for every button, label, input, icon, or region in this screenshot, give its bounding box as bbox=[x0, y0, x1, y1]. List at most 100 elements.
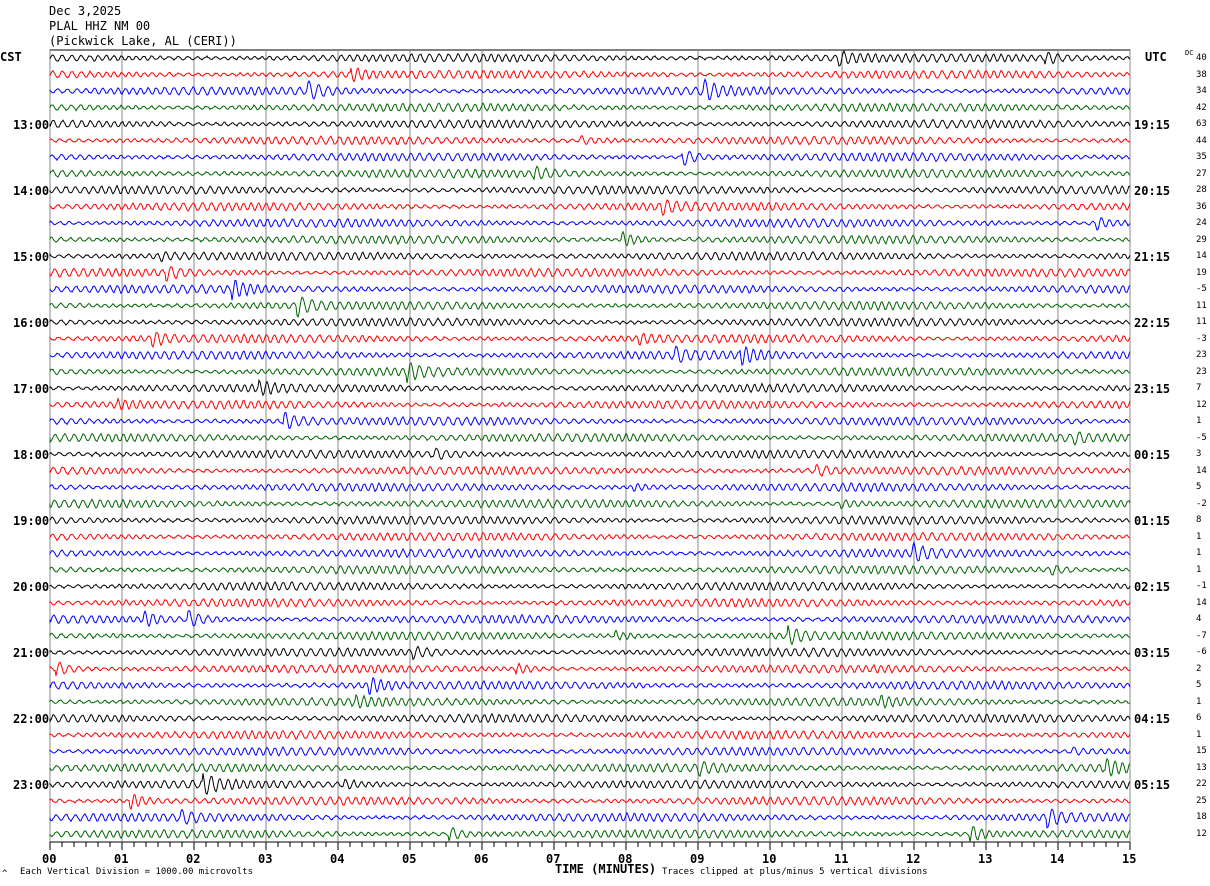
trace-row-25 bbox=[49, 463, 1131, 478]
trace-row-20 bbox=[49, 378, 1131, 397]
trace-row-46 bbox=[49, 808, 1131, 829]
x-tick-label: 08 bbox=[618, 852, 633, 866]
trace-row-43 bbox=[49, 757, 1131, 778]
trace-row-34 bbox=[49, 609, 1131, 628]
trace-row-39 bbox=[49, 693, 1131, 709]
dc-offset: 42 bbox=[1196, 102, 1207, 113]
x-tick-label: 11 bbox=[834, 852, 849, 866]
trace-row-13 bbox=[49, 266, 1131, 282]
dc-offset: 35 bbox=[1196, 152, 1207, 163]
trace-row-9 bbox=[49, 199, 1131, 217]
x-tick-label: 00 bbox=[42, 852, 57, 866]
dc-offset: 14 bbox=[1196, 465, 1207, 476]
x-tick-label: 15 bbox=[1122, 852, 1137, 866]
dc-offset: 4 bbox=[1196, 614, 1202, 625]
dc-offset: 5 bbox=[1196, 680, 1202, 691]
trace-row-14 bbox=[49, 279, 1131, 301]
trace-row-47 bbox=[49, 826, 1131, 842]
trace-row-30 bbox=[49, 540, 1131, 562]
cst-label: CST bbox=[0, 50, 22, 64]
dc-offset: 12 bbox=[1196, 399, 1207, 410]
dc-offset: 28 bbox=[1196, 185, 1207, 196]
trace-row-28 bbox=[49, 515, 1131, 526]
cst-hour-label: 23:00 bbox=[13, 778, 50, 793]
trace-row-2 bbox=[49, 77, 1131, 101]
dc-offset: 25 bbox=[1196, 795, 1207, 806]
dc-offset: 1 bbox=[1196, 416, 1202, 427]
trace-row-31 bbox=[49, 564, 1131, 576]
trace-row-27 bbox=[49, 498, 1131, 510]
x-tick-label: 10 bbox=[762, 852, 777, 866]
dc-offset: -6 bbox=[1196, 647, 1207, 658]
dc-offset: 27 bbox=[1196, 168, 1207, 179]
trace-row-45 bbox=[49, 794, 1131, 811]
utc-hour-label: 20:15 bbox=[1134, 184, 1171, 199]
x-tick-label: 04 bbox=[330, 852, 345, 866]
trace-row-1 bbox=[49, 67, 1131, 83]
utc-hour-label: 19:15 bbox=[1134, 118, 1171, 133]
utc-hour-label: 02:15 bbox=[1134, 580, 1171, 595]
trace-row-17 bbox=[49, 332, 1131, 349]
dc-offset: -1 bbox=[1196, 581, 1207, 592]
x-tick-label: 05 bbox=[402, 852, 417, 866]
dc-offset: 23 bbox=[1196, 350, 1207, 361]
trace-row-36 bbox=[49, 645, 1131, 661]
utc-hour-label: 01:15 bbox=[1134, 514, 1171, 529]
x-tick-label: 09 bbox=[690, 852, 705, 866]
utc-hour-label: 23:15 bbox=[1134, 382, 1171, 397]
trace-row-10 bbox=[49, 217, 1131, 231]
trace-row-23 bbox=[49, 431, 1131, 446]
cst-hour-label: 16:00 bbox=[13, 316, 50, 331]
trace-row-19 bbox=[49, 362, 1131, 384]
dc-offset: 6 bbox=[1196, 713, 1202, 724]
dc-offset: 23 bbox=[1196, 366, 1207, 377]
dc-offset: 3 bbox=[1196, 449, 1202, 460]
dc-offset: 5 bbox=[1196, 482, 1202, 493]
cst-hour-label: 21:00 bbox=[13, 646, 50, 661]
trace-row-7 bbox=[49, 165, 1131, 181]
dc-offset: 19 bbox=[1196, 267, 1207, 278]
cst-hour-label: 20:00 bbox=[13, 580, 50, 595]
trace-row-11 bbox=[49, 230, 1131, 247]
dc-offset: 7 bbox=[1196, 383, 1202, 394]
utc-hour-label: 04:15 bbox=[1134, 712, 1171, 727]
dc-offset: 1 bbox=[1196, 531, 1202, 542]
x-tick-label: 01 bbox=[114, 852, 129, 866]
dc-offset: -3 bbox=[1196, 333, 1207, 344]
trace-row-12 bbox=[49, 250, 1131, 263]
dc-offset: 22 bbox=[1196, 779, 1207, 790]
dc-offset: 24 bbox=[1196, 218, 1207, 229]
dc-offset: 1 bbox=[1196, 548, 1202, 559]
trace-row-35 bbox=[49, 625, 1131, 646]
cst-hour-label: 13:00 bbox=[13, 118, 50, 133]
scale-note: Each Vertical Division = 1000.00 microvo… bbox=[20, 867, 253, 877]
dc-offset: 29 bbox=[1196, 234, 1207, 245]
dc-offset: 1 bbox=[1196, 729, 1202, 740]
trace-row-42 bbox=[49, 745, 1131, 757]
trace-row-44 bbox=[49, 773, 1131, 795]
trace-row-33 bbox=[49, 597, 1131, 609]
location: (Pickwick Lake, AL (CERI)) bbox=[49, 34, 237, 48]
x-axis-title: TIME (MINUTES) bbox=[555, 862, 657, 876]
date: Dec 3,2025 bbox=[49, 4, 122, 18]
trace-row-8 bbox=[49, 184, 1131, 196]
trace-row-5 bbox=[49, 134, 1131, 146]
utc-hour-label: 21:15 bbox=[1134, 250, 1171, 265]
x-tick-label: 06 bbox=[474, 852, 489, 866]
dc-offset: 63 bbox=[1196, 119, 1207, 130]
trace-row-21 bbox=[49, 396, 1131, 411]
trace-row-38 bbox=[49, 676, 1131, 696]
dc-offset: 44 bbox=[1196, 135, 1207, 146]
dc-offset: 15 bbox=[1196, 746, 1207, 757]
cst-hour-label: 19:00 bbox=[13, 514, 50, 529]
dc-offset: 40 bbox=[1196, 53, 1207, 63]
trace-row-0 bbox=[49, 49, 1131, 67]
dc-offset: 13 bbox=[1196, 762, 1207, 773]
cst-hour-label: 15:00 bbox=[13, 250, 50, 265]
trace-row-24 bbox=[49, 447, 1131, 460]
dc-offset: 2 bbox=[1196, 663, 1202, 674]
x-tick-label: 14 bbox=[1050, 852, 1065, 866]
utc-label: UTC bbox=[1145, 50, 1167, 64]
dc-offset: -5 bbox=[1196, 432, 1207, 443]
